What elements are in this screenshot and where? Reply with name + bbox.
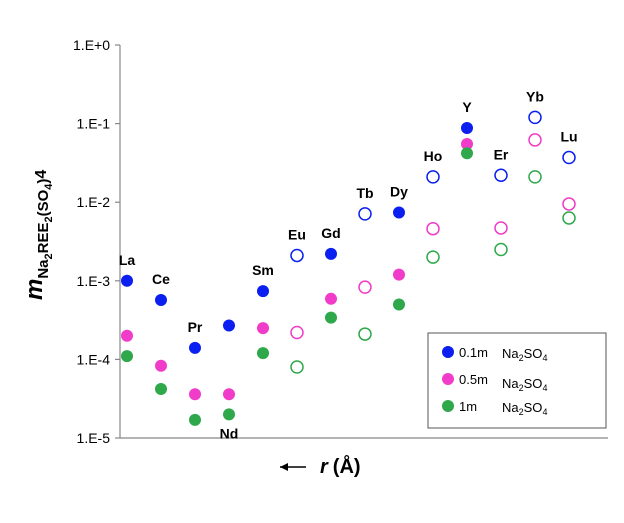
legend-salt-part: SO bbox=[524, 376, 543, 391]
point bbox=[257, 347, 269, 360]
point bbox=[223, 408, 235, 421]
category-label: Lu bbox=[560, 129, 577, 145]
point bbox=[393, 298, 405, 311]
point bbox=[494, 168, 508, 183]
y-label-sub: REE bbox=[35, 223, 52, 254]
y-label-sub: ) bbox=[35, 179, 52, 184]
legend-salt-part: 2 bbox=[519, 383, 524, 393]
point bbox=[461, 138, 473, 151]
y-tick-label: 1.E-4 bbox=[77, 351, 111, 367]
point bbox=[325, 247, 337, 260]
category-label: Sm bbox=[252, 262, 274, 278]
y-tick-label: 1.E-2 bbox=[77, 194, 111, 210]
point bbox=[223, 388, 235, 401]
point bbox=[155, 293, 167, 306]
legend-salt-part: 4 bbox=[542, 353, 547, 363]
x-label-symbol: r bbox=[320, 456, 329, 478]
point bbox=[461, 121, 473, 134]
point bbox=[325, 311, 337, 324]
point bbox=[257, 322, 269, 335]
point bbox=[189, 413, 201, 426]
legend-label: 0.1m bbox=[459, 345, 488, 360]
legend-salt-part: 2 bbox=[519, 407, 524, 417]
category-label: Y bbox=[462, 99, 472, 115]
point bbox=[290, 248, 304, 263]
point bbox=[223, 319, 235, 332]
point bbox=[528, 170, 542, 184]
y-tick-label: 1.E+0 bbox=[73, 37, 110, 53]
y-label-sub: Na bbox=[35, 259, 52, 279]
legend-salt-part: 4 bbox=[542, 407, 547, 417]
category-label: Yb bbox=[526, 88, 544, 104]
point bbox=[257, 285, 269, 298]
category-label: Nd bbox=[220, 425, 239, 441]
legend-salt: Na2SO4 bbox=[502, 346, 547, 363]
category-label: Eu bbox=[288, 226, 306, 242]
y-label-sub: 2 bbox=[43, 253, 55, 259]
y-tick-label: 1.E-5 bbox=[77, 430, 111, 446]
y-axis-label: mNa2REE2(SO4)4 bbox=[21, 170, 55, 300]
point bbox=[494, 221, 508, 235]
x-axis-label: r (Å) bbox=[320, 454, 361, 478]
point bbox=[426, 170, 440, 184]
category-label: Dy bbox=[390, 183, 408, 199]
category-label: Ce bbox=[152, 271, 170, 287]
category-label: Er bbox=[494, 146, 509, 162]
y-tick-label: 1.E-1 bbox=[77, 116, 111, 132]
y-label-sub: 4 bbox=[33, 170, 50, 179]
point bbox=[121, 274, 133, 287]
point bbox=[528, 110, 542, 125]
point bbox=[393, 206, 405, 219]
point bbox=[290, 360, 304, 374]
legend-marker bbox=[442, 400, 454, 412]
point bbox=[121, 350, 133, 363]
point bbox=[358, 280, 372, 294]
point bbox=[189, 341, 201, 354]
legend-salt-part: SO bbox=[524, 400, 543, 415]
legend-salt: Na2SO4 bbox=[502, 400, 547, 417]
point bbox=[155, 359, 167, 372]
y-label-sub: 4 bbox=[43, 183, 55, 190]
legend-box bbox=[427, 332, 607, 429]
legend-salt-part: 2 bbox=[519, 353, 524, 363]
legend-marker bbox=[442, 346, 454, 358]
category-label: Tb bbox=[356, 185, 373, 201]
category-label: Gd bbox=[321, 225, 340, 241]
point bbox=[562, 150, 576, 165]
x-label-unit: (Å) bbox=[333, 454, 361, 478]
point bbox=[461, 147, 473, 160]
point bbox=[358, 327, 372, 341]
legend-salt-part: Na bbox=[502, 400, 519, 415]
point bbox=[358, 207, 372, 221]
legend-label: 0.5m bbox=[459, 372, 488, 387]
y-tick-label: 1.E-3 bbox=[77, 273, 111, 289]
category-label: La bbox=[119, 252, 136, 268]
category-label: Ho bbox=[424, 148, 443, 164]
legend-salt-part: Na bbox=[502, 376, 519, 391]
point bbox=[562, 211, 576, 225]
point bbox=[155, 383, 167, 396]
category-label: Pr bbox=[188, 319, 203, 335]
legend-salt-part: SO bbox=[524, 346, 543, 361]
point bbox=[290, 325, 304, 340]
y-label-sub: 2 bbox=[43, 216, 55, 222]
point bbox=[325, 292, 337, 305]
point bbox=[393, 268, 405, 281]
point bbox=[426, 250, 440, 264]
point bbox=[528, 133, 542, 147]
legend-marker bbox=[442, 373, 454, 385]
legend-salt-part: 4 bbox=[542, 383, 547, 393]
legend-label: 1m bbox=[459, 399, 477, 414]
point bbox=[562, 197, 576, 211]
point bbox=[426, 221, 440, 236]
x-label-arrowhead bbox=[280, 463, 288, 471]
point bbox=[494, 242, 508, 257]
point bbox=[189, 388, 201, 401]
y-label-main: m bbox=[21, 279, 48, 300]
y-label-sub: (SO bbox=[35, 189, 52, 216]
legend-salt: Na2SO4 bbox=[502, 376, 547, 393]
legend-salt-part: Na bbox=[502, 346, 519, 361]
point bbox=[121, 329, 133, 342]
